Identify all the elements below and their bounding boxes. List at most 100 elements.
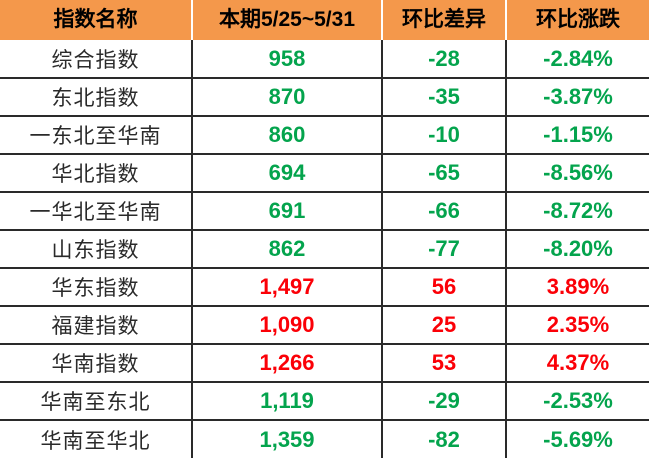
- cell-difference: -29: [382, 381, 507, 420]
- cell-difference: 53: [382, 343, 507, 382]
- column-header-period-difference: 环比差异: [382, 0, 507, 40]
- cell-index-name: 一东北至华南: [0, 115, 193, 154]
- table-row: 山东指数 862 -77 -8.20%: [0, 229, 649, 268]
- cell-index-name: 综合指数: [0, 40, 193, 78]
- cell-change-percent-text: -8.72%: [543, 198, 613, 223]
- cell-index-name-text: 山东指数: [51, 239, 140, 262]
- cell-change-percent: -8.72%: [506, 191, 649, 230]
- cell-change-percent-text: 4.37%: [546, 350, 610, 375]
- cell-current-value-text: 694: [268, 160, 306, 185]
- cell-difference-text: -82: [428, 426, 460, 452]
- cell-change-percent-text: -5.69%: [543, 426, 613, 452]
- cell-index-name-text: 一华北至华南: [29, 201, 162, 224]
- cell-current-value: 958: [192, 40, 383, 78]
- table-row: 华南指数 1,266 53 4.37%: [0, 343, 649, 382]
- cell-current-value: 691: [192, 191, 383, 230]
- cell-change-percent: -3.87%: [506, 77, 649, 116]
- table-row: 华北指数 694 -65 -8.56%: [0, 153, 649, 192]
- cell-change-percent: -2.53%: [506, 381, 649, 420]
- cell-current-value: 694: [192, 153, 383, 192]
- cell-change-percent-text: 3.89%: [546, 274, 610, 299]
- cell-index-name-text: 福建指数: [51, 315, 140, 338]
- cell-difference: -82: [382, 419, 507, 458]
- cell-difference: -10: [382, 115, 507, 154]
- cell-current-value-text: 958: [268, 45, 306, 71]
- cell-difference-text: 53: [431, 350, 457, 375]
- cell-index-name: 华南指数: [0, 343, 193, 382]
- cell-index-name-text: 华南至华北: [40, 429, 151, 453]
- cell-current-value-text: 870: [268, 84, 306, 109]
- cell-change-percent: 4.37%: [506, 343, 649, 382]
- table-row: 东北指数 870 -35 -3.87%: [0, 77, 649, 116]
- table-header: 指数名称 本期5/25~5/31 环比差异 环比涨跌: [0, 0, 649, 40]
- cell-index-name: 一华北至华南: [0, 191, 193, 230]
- table-row: 华东指数 1,497 56 3.89%: [0, 267, 649, 306]
- cell-index-name-text: 华南至东北: [40, 391, 151, 414]
- cell-index-name: 福建指数: [0, 305, 193, 344]
- cell-index-name-text: 华北指数: [51, 163, 140, 186]
- cell-change-percent-text: -8.20%: [543, 236, 613, 261]
- cell-index-name-text: 综合指数: [51, 48, 140, 72]
- cell-difference-text: -35: [428, 84, 460, 109]
- cell-change-percent: 3.89%: [506, 267, 649, 306]
- cell-change-percent-text: -2.84%: [543, 45, 613, 71]
- cell-current-value-text: 1,359: [259, 426, 315, 452]
- cell-change-percent: -2.84%: [506, 40, 649, 78]
- cell-change-percent-text: -3.87%: [543, 84, 613, 109]
- cell-index-name: 华南至东北: [0, 381, 193, 420]
- cell-difference: 25: [382, 305, 507, 344]
- cell-current-value: 1,497: [192, 267, 383, 306]
- cell-index-name-text: 华东指数: [51, 277, 140, 300]
- table-row: 一东北至华南 860 -10 -1.15%: [0, 115, 649, 154]
- table-row: 福建指数 1,090 25 2.35%: [0, 305, 649, 344]
- cell-change-percent: -8.20%: [506, 229, 649, 268]
- cell-current-value-text: 860: [268, 122, 306, 147]
- cell-difference: -77: [382, 229, 507, 268]
- cell-change-percent: -5.69%: [506, 419, 649, 458]
- cell-change-percent-text: -8.56%: [543, 160, 613, 185]
- cell-difference-text: -65: [428, 160, 460, 185]
- table-body: 综合指数 958 -28 -2.84% 东北指数 870 -35 -3.87% 一东北至华南 86…: [0, 40, 649, 458]
- cell-current-value: 1,119: [192, 381, 383, 420]
- cell-current-value-text: 1,266: [259, 350, 315, 375]
- cell-difference: -66: [382, 191, 507, 230]
- cell-index-name: 华北指数: [0, 153, 193, 192]
- table-header-row: 指数名称 本期5/25~5/31 环比差异 环比涨跌: [0, 0, 649, 40]
- cell-current-value: 1,266: [192, 343, 383, 382]
- column-header-index-name: 指数名称: [0, 0, 193, 40]
- cell-current-value-text: 862: [268, 236, 306, 261]
- cell-change-percent: -1.15%: [506, 115, 649, 154]
- cell-difference: 56: [382, 267, 507, 306]
- cell-current-value: 870: [192, 77, 383, 116]
- cell-index-name-text: 东北指数: [51, 87, 140, 110]
- table-row: 一华北至华南 691 -66 -8.72%: [0, 191, 649, 230]
- cell-index-name: 华南至华北: [0, 419, 193, 458]
- cell-difference-text: 56: [431, 274, 457, 299]
- cell-current-value: 1,359: [192, 419, 383, 458]
- column-header-period-change: 环比涨跌: [506, 0, 649, 40]
- cell-difference: -28: [382, 40, 507, 78]
- table-row: 综合指数 958 -28 -2.84%: [0, 40, 649, 78]
- column-header-current-period: 本期5/25~5/31: [192, 0, 383, 40]
- cell-difference: -65: [382, 153, 507, 192]
- cell-difference-text: -77: [428, 236, 460, 261]
- cell-current-value: 860: [192, 115, 383, 154]
- cell-index-name-text: 华南指数: [51, 353, 140, 376]
- cell-difference: -35: [382, 77, 507, 116]
- cell-current-value-text: 691: [268, 198, 306, 223]
- cell-current-value-text: 1,497: [259, 274, 315, 299]
- cell-current-value-text: 1,090: [259, 312, 315, 337]
- cell-change-percent-text: -1.15%: [543, 122, 613, 147]
- cell-difference-text: -29: [428, 388, 460, 413]
- cell-difference-text: -10: [428, 122, 460, 147]
- table-row: 华南至东北 1,119 -29 -2.53%: [0, 381, 649, 420]
- cell-current-value-text: 1,119: [260, 388, 314, 413]
- cell-change-percent: -8.56%: [506, 153, 649, 192]
- cell-index-name: 东北指数: [0, 77, 193, 116]
- cell-change-percent-text: 2.35%: [546, 312, 610, 337]
- cell-index-name: 华东指数: [0, 267, 193, 306]
- table-row: 华南至华北 1,359 -82 -5.69%: [0, 419, 649, 458]
- cell-current-value: 1,090: [192, 305, 383, 344]
- cell-difference-text: -28: [428, 45, 460, 71]
